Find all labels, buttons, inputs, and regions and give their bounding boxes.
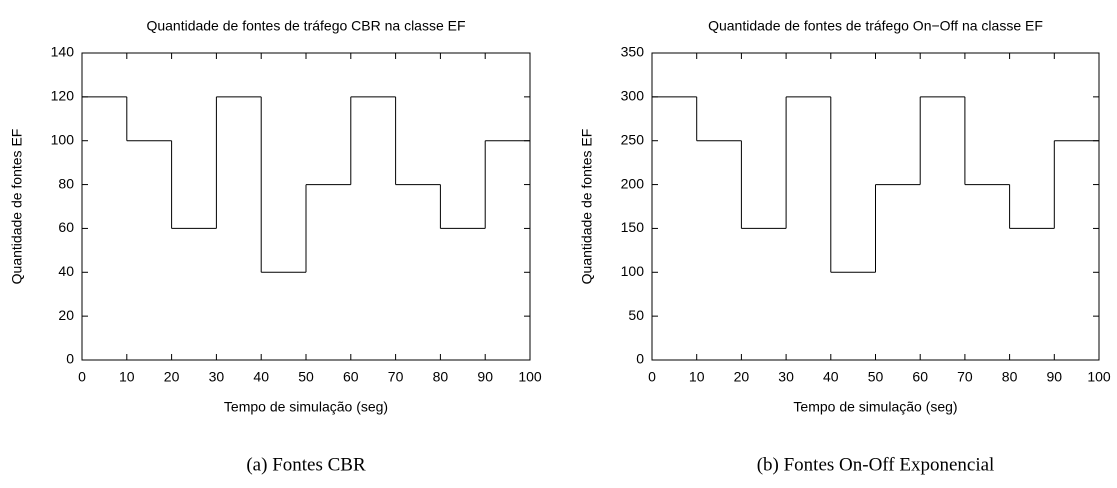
x-tick-label: 60	[343, 369, 359, 385]
y-axis-label: Quantidade de fontes EF	[9, 129, 25, 285]
x-tick-label: 80	[1002, 369, 1018, 385]
y-tick-label: 0	[636, 351, 644, 367]
chart-title: Quantidade de fontes de tráfego CBR na c…	[146, 18, 465, 34]
x-tick-label: 50	[868, 369, 884, 385]
x-tick-label: 70	[388, 369, 404, 385]
y-tick-label: 300	[621, 88, 645, 104]
x-tick-label: 50	[298, 369, 314, 385]
y-tick-label: 0	[66, 351, 74, 367]
x-tick-label: 30	[209, 369, 225, 385]
x-tick-label: 20	[734, 369, 750, 385]
x-axis-label: Tempo de simulação (seg)	[224, 399, 388, 415]
y-tick-label: 200	[621, 175, 645, 191]
chart-title: Quantidade de fontes de tráfego On−Off n…	[708, 18, 1043, 34]
x-tick-label: 10	[119, 369, 135, 385]
y-tick-label: 50	[628, 307, 644, 323]
x-tick-label: 30	[778, 369, 794, 385]
y-tick-label: 120	[51, 88, 75, 104]
caption: (a) Fontes CBR	[246, 454, 366, 475]
x-tick-label: 100	[1087, 369, 1111, 385]
x-tick-label: 20	[164, 369, 180, 385]
x-axis-label: Tempo de simulação (seg)	[793, 399, 957, 415]
y-axis-label: Quantidade de fontes EF	[579, 129, 595, 285]
x-tick-label: 90	[477, 369, 493, 385]
x-tick-label: 60	[912, 369, 928, 385]
x-tick-label: 80	[433, 369, 449, 385]
x-tick-label: 70	[957, 369, 973, 385]
y-tick-label: 40	[58, 263, 74, 279]
y-tick-label: 350	[621, 44, 645, 60]
x-tick-label: 100	[518, 369, 542, 385]
y-tick-label: 100	[621, 263, 645, 279]
y-tick-label: 140	[51, 44, 75, 60]
y-tick-label: 100	[51, 131, 75, 147]
x-tick-label: 90	[1047, 369, 1063, 385]
x-tick-label: 0	[648, 369, 656, 385]
x-tick-label: 40	[823, 369, 839, 385]
y-tick-label: 20	[58, 307, 74, 323]
caption: (b) Fontes On-Off Exponencial	[757, 454, 995, 475]
y-tick-label: 60	[58, 219, 74, 235]
x-tick-label: 0	[78, 369, 86, 385]
y-tick-label: 150	[621, 219, 645, 235]
y-tick-label: 250	[621, 131, 645, 147]
x-tick-label: 40	[253, 369, 269, 385]
x-tick-label: 10	[689, 369, 705, 385]
y-tick-label: 80	[58, 175, 74, 191]
